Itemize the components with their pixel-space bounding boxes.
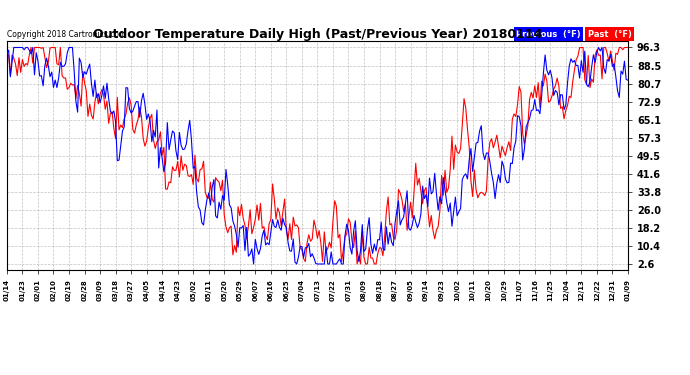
Text: Previous  (°F): Previous (°F) — [516, 30, 581, 39]
Title: Outdoor Temperature Daily High (Past/Previous Year) 20180114: Outdoor Temperature Daily High (Past/Pre… — [92, 28, 542, 41]
Text: Past  (°F): Past (°F) — [587, 30, 631, 39]
Text: Copyright 2018 Cartronics.com: Copyright 2018 Cartronics.com — [7, 30, 126, 39]
